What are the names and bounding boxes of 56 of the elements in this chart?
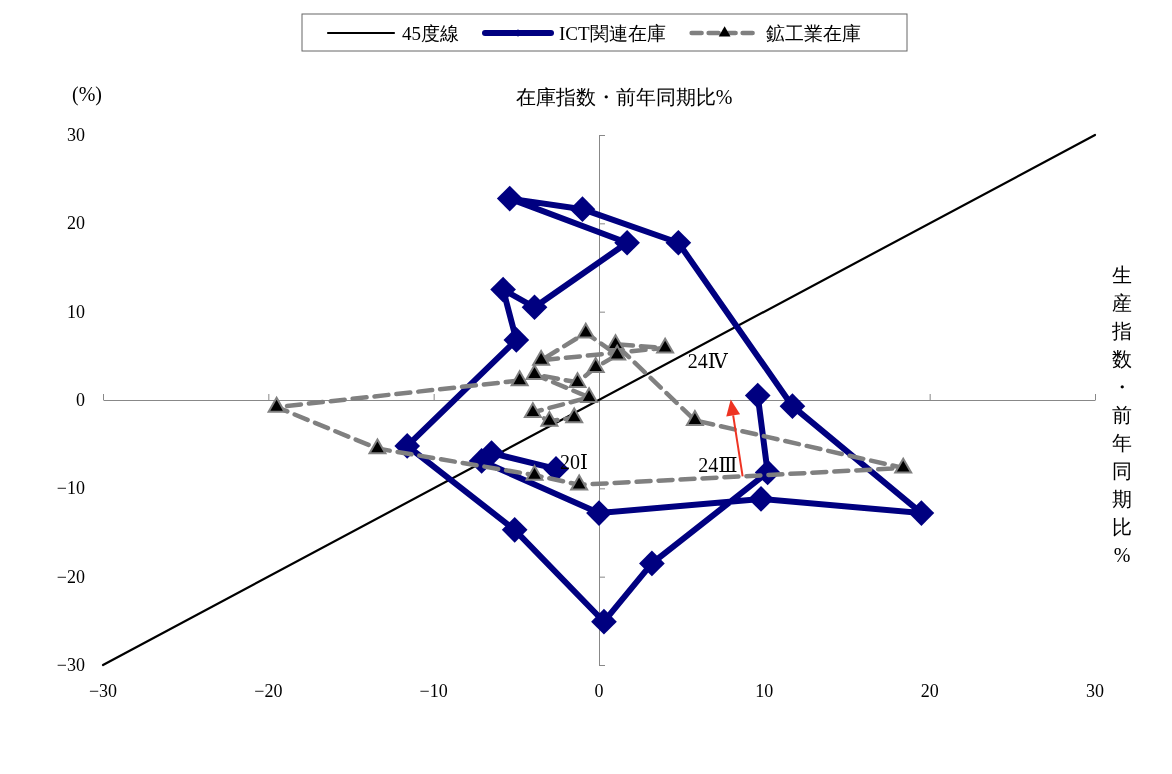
text: (%) — [72, 83, 102, 106]
y-tick-label: −30 — [56, 655, 85, 675]
annotation: 20Ⅰ — [560, 450, 588, 473]
point — [525, 464, 544, 481]
point — [568, 372, 587, 388]
legend-label: 45度線 — [402, 23, 459, 44]
point — [580, 387, 599, 403]
point — [510, 370, 529, 387]
text: 生産指数・前年同期比% — [1112, 264, 1132, 566]
point — [744, 382, 771, 409]
y-tick-label: 30 — [67, 125, 85, 145]
y-tick-label: −10 — [56, 478, 85, 499]
x-tick-label: 10 — [755, 681, 774, 701]
point — [779, 393, 806, 420]
point — [532, 350, 551, 366]
point — [908, 500, 935, 526]
point — [565, 407, 584, 424]
point — [503, 327, 530, 353]
point — [521, 294, 548, 321]
annotation: 24Ⅳ — [687, 349, 729, 372]
point — [570, 474, 589, 491]
x-tick-label: −10 — [419, 681, 448, 701]
point — [540, 411, 559, 427]
point — [496, 185, 523, 212]
point — [608, 344, 627, 361]
y-tick-label: 10 — [67, 301, 85, 322]
point — [525, 364, 544, 380]
x-tick-label: 20 — [920, 681, 939, 701]
point — [656, 337, 675, 354]
x-tick-label: 30 — [1086, 681, 1104, 701]
point — [586, 500, 612, 526]
point — [685, 410, 704, 426]
point — [501, 517, 528, 543]
point — [569, 196, 596, 223]
point — [614, 229, 640, 256]
annotation: 24Ⅲ — [698, 454, 738, 477]
point — [267, 396, 286, 413]
legend-label: ICT関連在庫 — [559, 23, 666, 44]
point — [665, 229, 692, 256]
x-tick-label: −30 — [88, 681, 118, 701]
x-tick-label: 0 — [594, 681, 604, 701]
point — [894, 457, 913, 474]
point — [586, 357, 605, 373]
point — [490, 276, 516, 303]
point — [368, 438, 387, 455]
x-tick-label: −20 — [254, 681, 283, 701]
legend-label: 鉱工業在庫 — [765, 23, 861, 44]
point — [639, 550, 665, 577]
y-tick-label: −20 — [56, 566, 85, 587]
y-axis-title: 在庫指数・前年同期比% — [515, 86, 733, 108]
point — [523, 402, 542, 418]
point — [748, 486, 774, 512]
y-tick-label: 0 — [76, 390, 85, 410]
point — [591, 608, 617, 635]
point — [576, 322, 595, 339]
y-tick-label: 20 — [67, 213, 85, 234]
